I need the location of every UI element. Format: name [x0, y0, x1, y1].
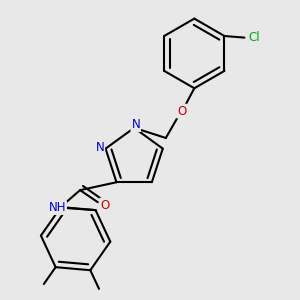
Text: N: N: [131, 118, 140, 131]
Text: N: N: [95, 140, 104, 154]
Text: O: O: [100, 199, 110, 212]
Text: Cl: Cl: [248, 31, 260, 44]
Text: NH: NH: [49, 201, 66, 214]
Text: O: O: [177, 105, 186, 118]
